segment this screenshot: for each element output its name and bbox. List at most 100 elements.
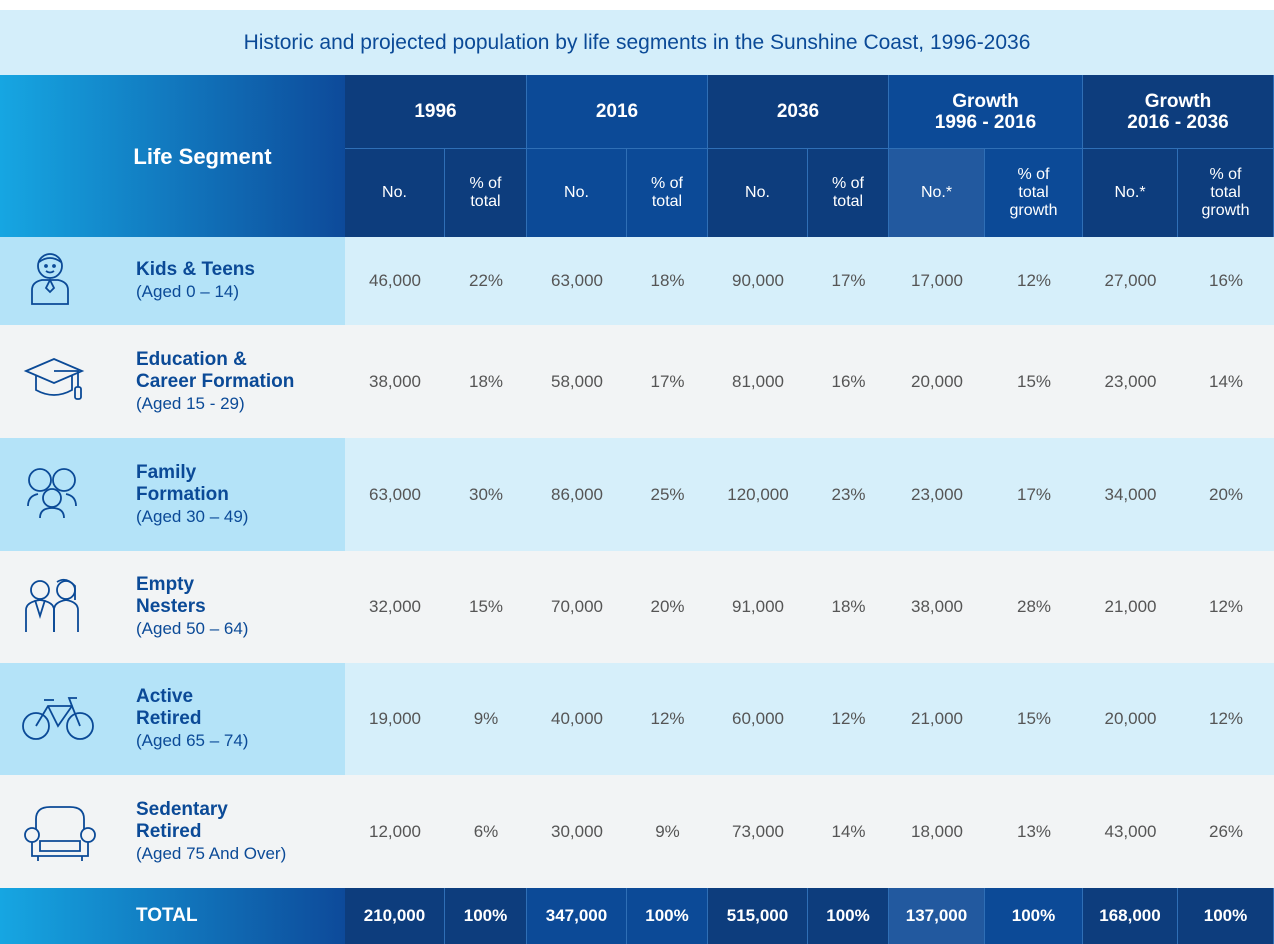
segment-age: (Aged 65 – 74) bbox=[136, 731, 249, 750]
data-cell: 12% bbox=[1208, 709, 1244, 728]
data-cell: 58,000 bbox=[551, 371, 603, 391]
row-background bbox=[0, 663, 345, 775]
sub-header: No. bbox=[527, 148, 627, 237]
data-cell: 18% bbox=[831, 597, 866, 616]
segment-title: Empty Nesters bbox=[136, 574, 206, 617]
segment-age: (Aged 50 – 64) bbox=[136, 619, 249, 638]
data-cell: 12,000 bbox=[369, 821, 421, 841]
data-cell: 9% bbox=[655, 821, 680, 841]
data-cell: 86,000 bbox=[551, 484, 603, 504]
segment-name: Kids & Teens (Aged 0 – 14) bbox=[136, 237, 255, 325]
segment-title: Sedentary Retired bbox=[136, 798, 228, 842]
data-cell: 18% bbox=[650, 271, 685, 290]
data-cell: 6% bbox=[473, 821, 499, 841]
data-cell: 30% bbox=[468, 484, 504, 504]
data-cell: 15% bbox=[468, 597, 504, 616]
data-cell: 23,000 bbox=[1104, 371, 1157, 391]
data-cell: 18% bbox=[468, 371, 504, 391]
total-cell: 100% bbox=[808, 888, 889, 944]
data-cell: 63,000 bbox=[369, 484, 421, 504]
sub-header: No.* bbox=[889, 148, 985, 237]
sub-header: No.* bbox=[1083, 148, 1178, 237]
data-cell: 20,000 bbox=[911, 371, 963, 391]
data-cell: 12% bbox=[831, 709, 866, 728]
data-cell: 12% bbox=[1208, 597, 1244, 616]
data-cell: 22% bbox=[468, 271, 504, 290]
data-cell: 15% bbox=[1016, 371, 1052, 391]
data-cell: 38,000 bbox=[911, 597, 963, 616]
sub-header: % of total bbox=[808, 148, 889, 237]
data-cell: 91,000 bbox=[732, 597, 784, 616]
data-cell: 17,000 bbox=[911, 271, 963, 290]
data-cell: 12% bbox=[1016, 271, 1052, 290]
segment-age: (Aged 75 And Over) bbox=[136, 843, 287, 863]
group-header: 1996 bbox=[345, 75, 527, 148]
row-background bbox=[345, 775, 1274, 888]
group-header: Growth 1996 - 2016 bbox=[889, 75, 1083, 148]
data-cell: 27,000 bbox=[1104, 271, 1157, 290]
data-cell: 21,000 bbox=[911, 709, 963, 728]
data-cell: 20,000 bbox=[1104, 709, 1157, 728]
segment-icon bbox=[25, 578, 79, 632]
data-cell: 18,000 bbox=[911, 821, 963, 841]
total-cell: 347,000 bbox=[527, 888, 627, 944]
segment-name: Family Formation (Aged 30 – 49) bbox=[136, 438, 248, 551]
data-cell: 28% bbox=[1016, 597, 1052, 616]
segment-title: Education & Career Formation bbox=[136, 348, 295, 392]
group-header: Growth 2016 - 2036 bbox=[1083, 75, 1274, 148]
sub-header: % of total bbox=[445, 148, 527, 237]
data-cell: 17% bbox=[650, 371, 685, 391]
total-cell: 168,000 bbox=[1083, 888, 1178, 944]
total-cell: 100% bbox=[445, 888, 527, 944]
total-cell: 137,000 bbox=[889, 888, 985, 944]
group-header: 2016 bbox=[527, 75, 708, 148]
data-cell: 17% bbox=[831, 271, 866, 290]
sub-header: No. bbox=[345, 148, 445, 237]
row-background bbox=[345, 325, 1274, 438]
total-cell: 100% bbox=[985, 888, 1083, 944]
segment-age: (Aged 30 – 49) bbox=[136, 506, 249, 526]
data-cell: 46,000 bbox=[369, 271, 421, 290]
data-cell: 16% bbox=[1208, 271, 1244, 290]
row-background bbox=[0, 438, 345, 551]
segment-icon bbox=[22, 697, 94, 740]
data-cell: 43,000 bbox=[1104, 821, 1157, 841]
data-cell: 40,000 bbox=[551, 709, 603, 728]
data-cell: 32,000 bbox=[369, 597, 421, 616]
data-cell: 14% bbox=[831, 821, 866, 841]
data-cell: 120,000 bbox=[727, 484, 789, 504]
segment-name: Empty Nesters (Aged 50 – 64) bbox=[136, 551, 248, 663]
row-background bbox=[345, 663, 1274, 775]
data-cell: 14% bbox=[1208, 371, 1244, 391]
row-background bbox=[0, 237, 345, 325]
data-cell: 26% bbox=[1208, 821, 1244, 841]
segment-name: Active Retired (Aged 65 – 74) bbox=[136, 663, 248, 775]
segment-icon bbox=[27, 467, 77, 518]
total-cell: 100% bbox=[1178, 888, 1274, 944]
total-cell: 515,000 bbox=[708, 888, 808, 944]
data-cell: 38,000 bbox=[369, 371, 421, 391]
segment-title: Family Formation bbox=[136, 461, 229, 505]
data-cell: 81,000 bbox=[732, 371, 784, 391]
data-cell: 70,000 bbox=[551, 597, 603, 616]
data-cell: 30,000 bbox=[551, 821, 603, 841]
sub-header: No. bbox=[708, 148, 808, 237]
data-cell: 9% bbox=[473, 709, 499, 728]
data-cell: 34,000 bbox=[1104, 484, 1157, 504]
data-cell: 20% bbox=[650, 597, 685, 616]
data-cell: 23,000 bbox=[911, 484, 963, 504]
data-cell: 12% bbox=[650, 709, 685, 728]
data-cell: 90,000 bbox=[732, 271, 784, 290]
data-cell: 25% bbox=[650, 484, 685, 504]
segment-name: Sedentary Retired (Aged 75 And Over) bbox=[136, 775, 286, 888]
row-background bbox=[0, 775, 345, 888]
sub-header: % of total growth bbox=[1178, 148, 1274, 237]
group-header: 2036 bbox=[708, 75, 889, 148]
data-cell: 21,000 bbox=[1104, 597, 1157, 616]
segment-icon bbox=[31, 253, 69, 305]
segment-title: Active Retired bbox=[136, 686, 202, 729]
data-cell: 16% bbox=[831, 371, 866, 391]
total-cell: 210,000 bbox=[345, 888, 445, 944]
data-cell: 13% bbox=[1016, 821, 1052, 841]
